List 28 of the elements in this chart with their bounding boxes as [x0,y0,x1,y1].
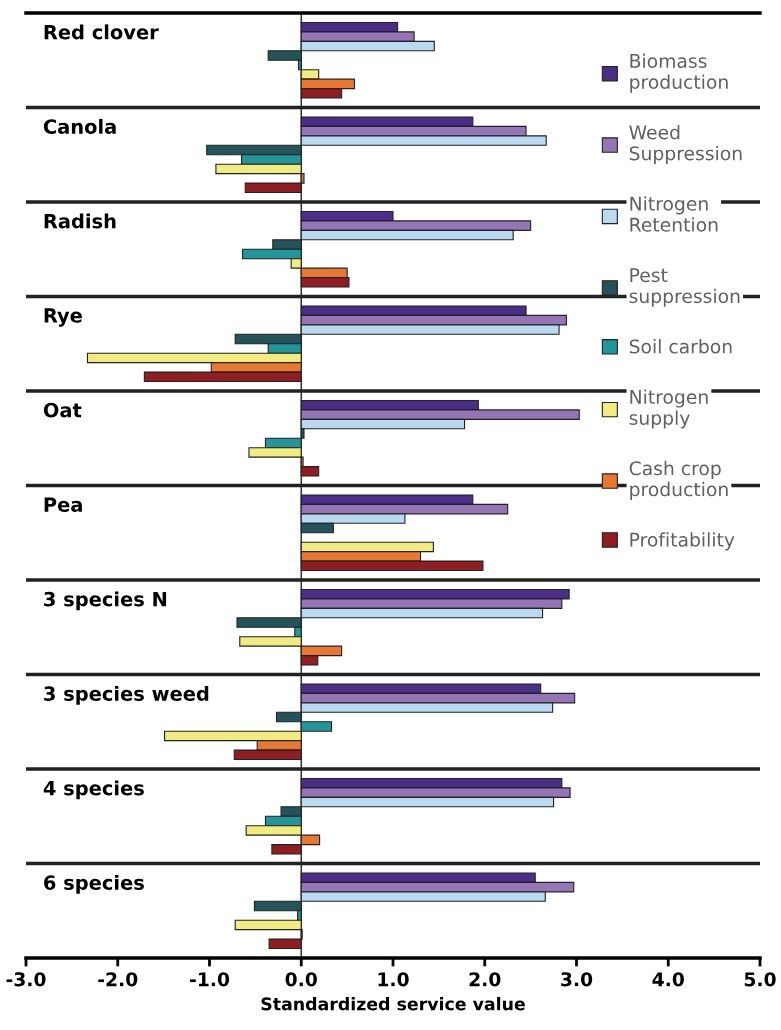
x-tick-label: 5.0 [744,972,776,987]
x-tick-label: 3.0 [561,972,593,987]
x-tick-label: -3.0 [6,972,46,987]
y-tick-label: Oat [43,402,82,418]
x-tick-label: -2.0 [98,972,138,987]
y-tick-label: Red clover [44,24,159,40]
legend-label: Nitrogen Retention [630,196,718,232]
x-tick-label: 2.0 [469,972,501,987]
y-tick-label: Radish [44,213,116,229]
y-tick-label: 4 species [43,780,144,800]
legend-label: Soil carbon [629,339,732,354]
y-tick-label: Rye [44,308,82,327]
legend-label: Pest suppression [629,268,740,307]
legend-label: Weed Suppression [629,124,742,165]
y-tick-label: 3 species weed [44,685,209,705]
x-axis-title: Standardized service value [261,996,525,1011]
y-tick-label: 6 species [44,874,144,894]
y-tick-label: 3 species N [44,591,167,611]
legend-label: Cash crop production [629,460,728,500]
y-tick-label: Canola [43,118,116,134]
legend-label: Biomass production [630,53,728,93]
x-tick-label: -1.0 [190,972,230,987]
x-tick-label: 4.0 [652,972,684,987]
legend-label: Nitrogen supply [629,389,708,429]
x-tick-label: 0.0 [285,972,317,987]
y-tick-label: Pea [44,497,82,512]
legend-label: Profitability [630,532,735,551]
x-tick-label: 1.0 [378,972,409,987]
